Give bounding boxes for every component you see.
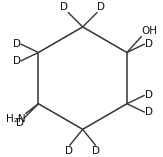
Text: OH: OH [142, 26, 158, 36]
Text: D: D [16, 119, 24, 128]
Text: D: D [66, 146, 74, 156]
Text: D: D [60, 2, 68, 12]
Text: D: D [145, 39, 153, 49]
Text: H₂N: H₂N [6, 114, 25, 124]
Text: D: D [145, 107, 153, 117]
Text: D: D [97, 2, 105, 12]
Text: D: D [92, 146, 100, 156]
Text: D: D [13, 56, 21, 66]
Text: D: D [13, 39, 21, 49]
Text: D: D [145, 90, 153, 100]
